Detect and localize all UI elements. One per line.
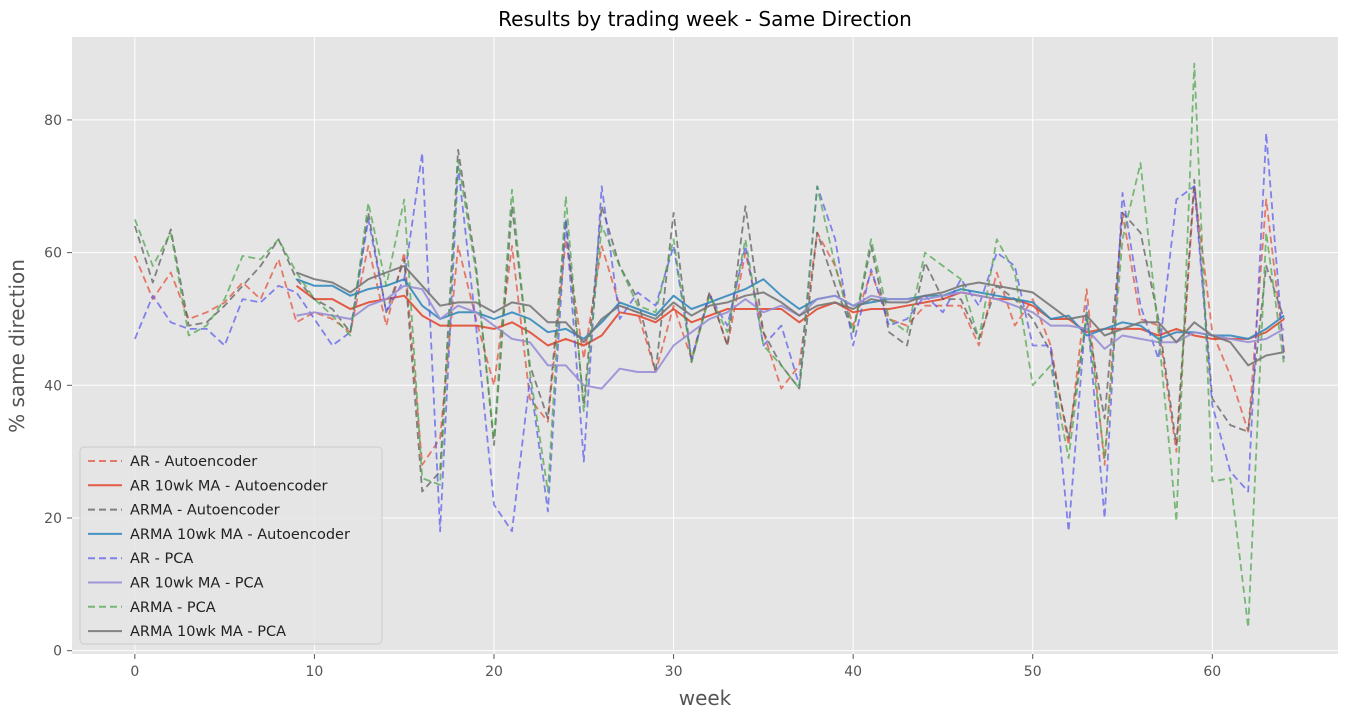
y-tick-label: 60 — [44, 246, 62, 262]
x-tick-label: 0 — [130, 664, 139, 680]
legend-label: AR 10wk MA - PCA — [130, 576, 264, 592]
series-line-8 — [296, 264, 1285, 367]
series-line-2 — [295, 284, 1285, 347]
y-tick-label: 80 — [44, 113, 62, 129]
legend-label: ARMA 10wk MA - Autoencoder — [130, 527, 350, 543]
axis-ticks: 0 10 20 30 40 50 60 0 20 40 60 80 — [44, 113, 1221, 680]
legend-label: ARMA - Autoencoder — [130, 503, 280, 519]
series-line-7 — [134, 62, 1285, 629]
legend-label: ARMA 10wk MA - PCA — [130, 624, 286, 640]
series-line-4 — [296, 278, 1285, 340]
legend: AR - Autoencoder AR 10wk MA - Autoencoder… — [79, 446, 383, 645]
chart-title: Results by trading week - Same Direction — [498, 7, 912, 31]
y-axis-label: % same direction — [5, 259, 29, 433]
series-line-6 — [296, 284, 1285, 390]
x-tick-label: 30 — [665, 664, 683, 680]
x-tick-label: 20 — [485, 664, 503, 680]
legend-label: ARMA - PCA — [130, 600, 216, 616]
series-line-1 — [134, 185, 1285, 466]
y-tick-label: 40 — [44, 378, 62, 394]
series-line-5 — [134, 132, 1285, 533]
x-tick-label: 10 — [306, 664, 324, 680]
legend-label: AR 10wk MA - Autoencoder — [130, 478, 328, 494]
x-tick-label: 50 — [1024, 664, 1042, 680]
series-lines — [134, 62, 1285, 629]
series-line-3 — [134, 148, 1285, 493]
x-axis-label: week — [679, 686, 732, 710]
x-tick-label: 60 — [1203, 664, 1221, 680]
legend-label: AR - Autoencoder — [130, 454, 257, 470]
x-tick-label: 40 — [844, 664, 862, 680]
y-tick-label: 20 — [44, 511, 62, 527]
legend-label: AR - PCA — [130, 551, 193, 567]
y-tick-label: 0 — [53, 644, 62, 660]
legend-box — [79, 446, 383, 645]
